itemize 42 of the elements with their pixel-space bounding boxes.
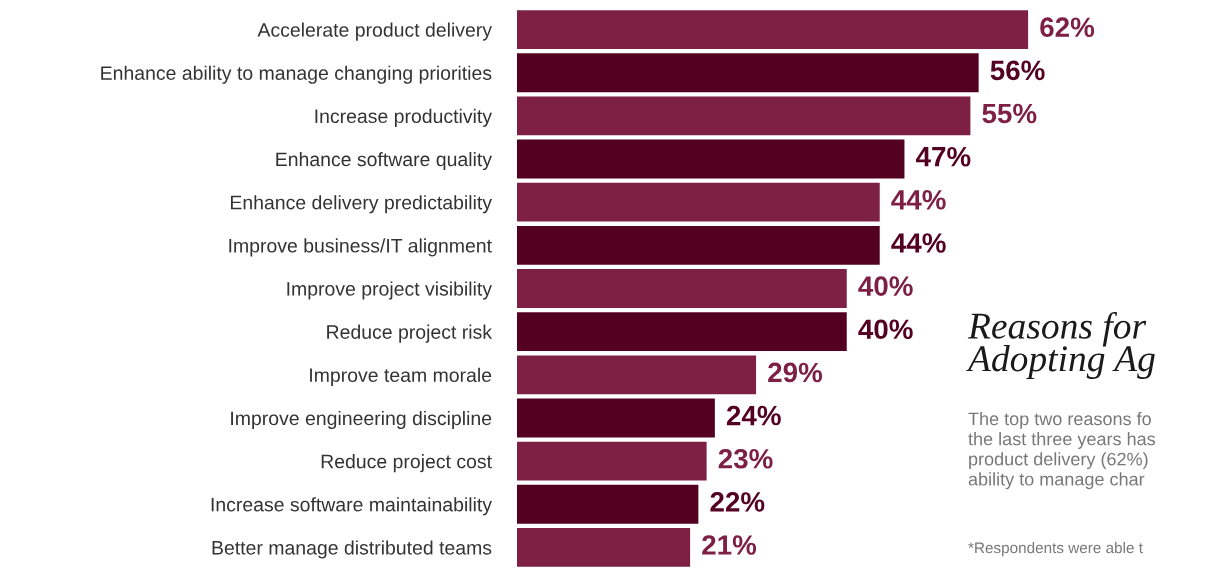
text: Reasons for Adopting Ag xyxy=(965,312,1155,380)
data-label: 22% xyxy=(710,492,765,512)
bar xyxy=(517,139,905,179)
bar xyxy=(517,96,971,136)
data-label: 40% xyxy=(858,319,913,340)
y-tick-label: Reduce project risk xyxy=(327,324,493,343)
data-label: 55% xyxy=(982,103,1037,124)
y-tick-label: Improve project visibility xyxy=(287,281,492,300)
data-label: 44% xyxy=(891,190,946,210)
bar xyxy=(517,484,699,524)
y-tick-label: Increase software maintainability xyxy=(211,497,492,516)
y-tick-label: Increase productivity xyxy=(315,108,492,127)
y-tick-label: Accelerate product delivery xyxy=(257,22,492,41)
y-tick-label: Enhance ability to manage changing priorities xyxy=(101,65,492,84)
data-label: 44% xyxy=(891,233,946,253)
y-tick-label: Better manage distributed teams xyxy=(212,540,492,559)
data-label: 56% xyxy=(990,60,1045,81)
y-tick-label: Improve engineering discipline xyxy=(231,410,492,430)
y-tick-label: Reduce project cost xyxy=(321,454,492,473)
data-label: 40% xyxy=(858,276,913,296)
data-label: 29% xyxy=(768,362,823,383)
bar xyxy=(517,269,847,308)
y-tick-label: Enhance software quality xyxy=(276,151,492,171)
bar xyxy=(517,10,1029,49)
bar xyxy=(517,312,847,352)
y-tick-label: Improve team morale xyxy=(310,367,492,386)
bar xyxy=(517,441,707,481)
data-label: 21% xyxy=(702,535,757,555)
bar xyxy=(517,398,715,438)
annotation: The top two reasons fo the last three years has product delivery (62%) ability to manage char xyxy=(968,412,1156,490)
bar xyxy=(517,355,757,395)
data-label: 47% xyxy=(915,146,971,167)
y-tick-label: Enhance delivery predictability xyxy=(230,195,492,214)
y-tick-label: Improve business/IT alignment xyxy=(229,238,492,257)
data-label: 62% xyxy=(1040,17,1095,38)
data-label: 23% xyxy=(718,448,773,469)
data-label: 24% xyxy=(726,405,781,426)
bar xyxy=(517,182,880,222)
bar xyxy=(517,528,691,567)
bar xyxy=(517,53,979,93)
annotation: *Respondents were able t xyxy=(968,542,1143,557)
bar xyxy=(517,225,880,265)
